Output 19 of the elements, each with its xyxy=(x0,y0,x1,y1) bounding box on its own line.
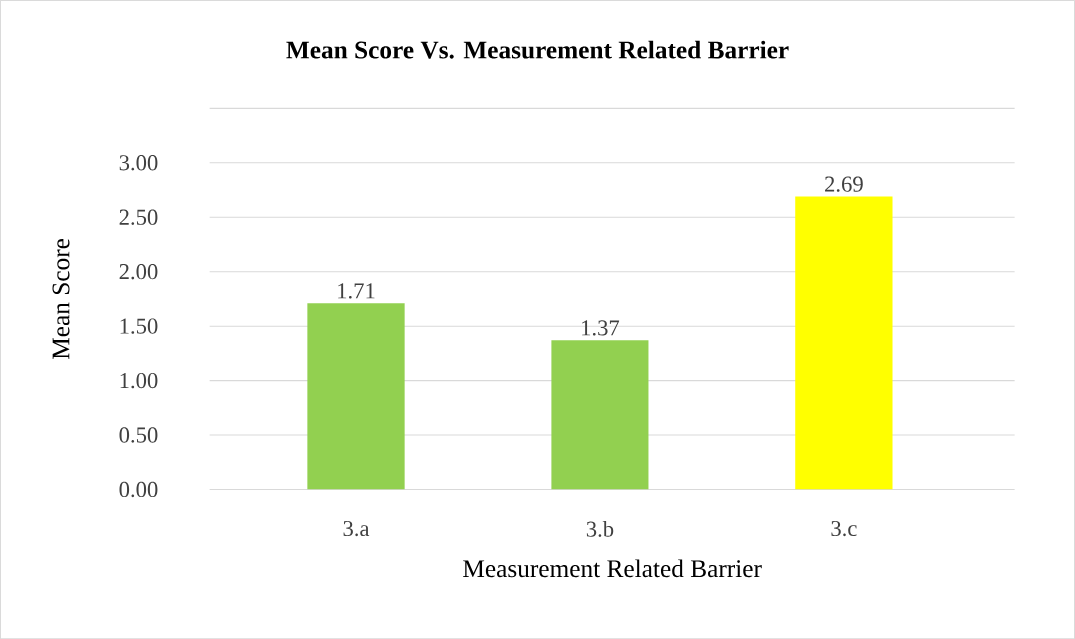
y-axis-title: Mean Score xyxy=(52,238,70,359)
x-tick-label: 3.a xyxy=(343,520,370,537)
y-tick-label: 1.00 xyxy=(120,372,158,389)
y-tick-label: 3.00 xyxy=(119,155,158,171)
data-label: 2.69 xyxy=(825,176,863,192)
x-tick-label: 3.c xyxy=(831,520,857,537)
bar xyxy=(307,303,405,490)
y-tick-label: 0.00 xyxy=(119,481,158,498)
bar xyxy=(795,196,893,490)
y-tick-label: 0.50 xyxy=(119,427,158,443)
chart-title: Mean Score Vs. Measurement Related Barrier xyxy=(286,40,789,59)
x-tick-label: 3.b xyxy=(586,520,614,537)
bar xyxy=(551,340,649,490)
y-tick-label: 1.50 xyxy=(120,318,158,334)
data-label: 1.37 xyxy=(582,320,620,336)
data-label: 1.71 xyxy=(338,283,375,299)
y-tick-label: 2.00 xyxy=(119,263,158,280)
x-axis-title: Measurement Related Barrier xyxy=(463,559,762,578)
y-tick-label: 2.50 xyxy=(119,209,158,225)
